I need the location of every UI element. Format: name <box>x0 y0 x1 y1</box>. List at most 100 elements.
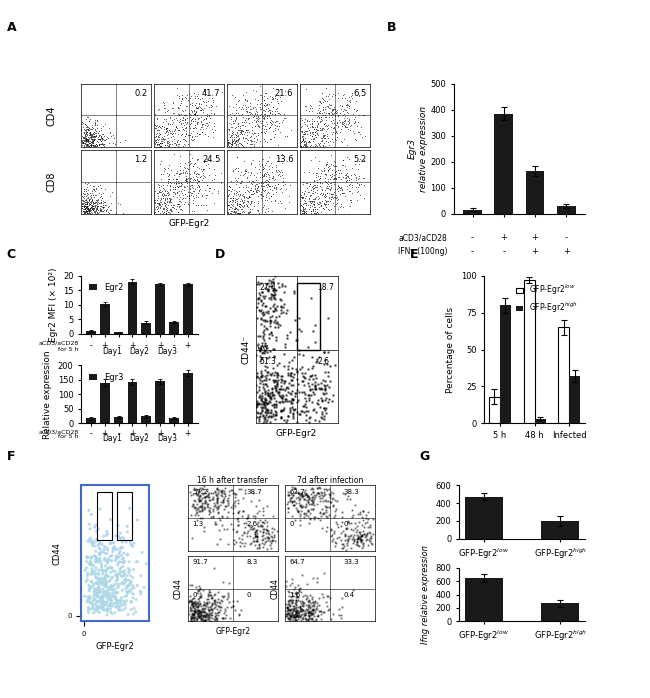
Point <box>305 199 315 210</box>
Point <box>99 202 110 213</box>
Point <box>318 128 328 139</box>
Point <box>328 173 338 184</box>
Point <box>313 399 323 410</box>
Point <box>252 395 262 406</box>
Point <box>118 556 129 567</box>
Point <box>348 584 358 595</box>
Point <box>316 116 326 127</box>
Point <box>322 96 332 107</box>
Point <box>294 611 305 622</box>
Point <box>208 488 218 499</box>
Point <box>268 276 279 288</box>
Point <box>160 193 170 205</box>
Point <box>199 611 209 622</box>
Point <box>86 131 96 142</box>
Point <box>250 529 261 540</box>
Point <box>232 121 242 132</box>
Point <box>115 595 125 606</box>
Point <box>200 494 210 505</box>
Point <box>309 493 319 504</box>
Point <box>288 603 298 614</box>
Point <box>236 167 246 178</box>
Point <box>308 487 318 498</box>
Point <box>257 521 268 532</box>
Point <box>308 135 318 146</box>
Point <box>221 609 231 621</box>
Point <box>174 114 185 125</box>
Point <box>329 174 339 185</box>
Point <box>322 107 333 119</box>
Point <box>310 140 320 151</box>
Point <box>287 611 298 623</box>
Point <box>107 595 117 606</box>
Point <box>185 180 196 191</box>
Point <box>242 106 252 117</box>
Point <box>286 374 296 385</box>
Point <box>242 172 252 183</box>
Point <box>277 117 287 128</box>
Point <box>94 197 105 208</box>
Point <box>336 182 346 193</box>
Point <box>196 484 206 496</box>
Point <box>260 175 270 186</box>
Point <box>103 584 114 595</box>
Point <box>320 385 331 396</box>
Point <box>192 181 202 193</box>
Point <box>299 207 309 218</box>
Point <box>203 505 214 516</box>
Point <box>192 130 202 141</box>
Point <box>103 556 113 567</box>
Point <box>249 177 259 188</box>
Point <box>266 158 276 169</box>
Point <box>223 591 233 602</box>
Point <box>78 187 88 198</box>
Point <box>179 181 190 193</box>
Point <box>218 495 229 506</box>
Point <box>299 203 309 214</box>
Bar <box>114 332 124 334</box>
Point <box>174 168 185 179</box>
Point <box>247 195 257 207</box>
Point <box>86 568 97 579</box>
Point <box>81 126 91 138</box>
Point <box>86 203 97 214</box>
Point <box>191 612 202 623</box>
Point <box>302 604 313 615</box>
Point <box>237 537 247 548</box>
Point <box>280 286 290 297</box>
Point <box>111 550 122 561</box>
Point <box>214 606 224 617</box>
Point <box>239 526 249 537</box>
Point <box>204 101 214 112</box>
Point <box>267 172 278 183</box>
Point <box>352 535 363 546</box>
Point <box>301 615 311 626</box>
Point <box>124 574 134 586</box>
Point <box>256 407 266 418</box>
Point <box>189 495 200 506</box>
Point <box>266 522 277 533</box>
Point <box>190 108 200 119</box>
Point <box>254 398 265 409</box>
Point <box>347 92 358 103</box>
Point <box>328 159 338 170</box>
Point <box>296 604 306 615</box>
Point <box>247 108 257 119</box>
Point <box>306 614 317 625</box>
Point <box>262 524 272 535</box>
Point <box>180 170 190 181</box>
Point <box>285 610 296 621</box>
Point <box>283 603 294 614</box>
Point <box>282 609 293 620</box>
Point <box>189 134 200 145</box>
Point <box>223 499 233 510</box>
Point <box>254 521 265 532</box>
Point <box>112 595 123 607</box>
Point <box>269 292 280 304</box>
Point <box>123 586 133 597</box>
Point <box>258 517 268 528</box>
Point <box>223 199 233 210</box>
Point <box>256 366 266 377</box>
Point <box>229 188 239 199</box>
Point <box>250 178 261 189</box>
